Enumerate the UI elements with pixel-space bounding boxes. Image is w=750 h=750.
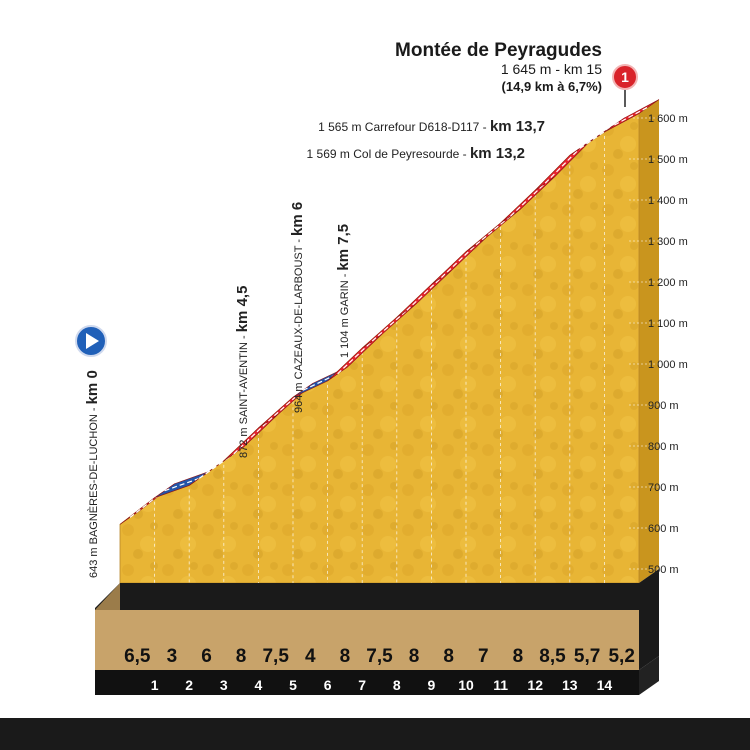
base-gradient-strip [95,610,639,670]
grid-layer [154,117,659,583]
y-tick-label: 1 100 m [648,318,688,330]
waypoint-label: 872 m SAINT-AVENTIN - km 4,5 [234,286,251,458]
gradient-label: 6 [201,646,212,667]
gradient-label: 8 [443,646,454,667]
y-tick-label: 1 500 m [648,154,688,166]
start-icon [75,325,107,357]
y-tick-label: 600 m [648,523,679,535]
waypoint-labels: 643 m BAGNÈRES-DE-LUCHON - km 0 872 m SAI… [84,118,545,578]
base-km-strip [95,670,639,695]
gradient-label: 7,5 [262,646,289,667]
slope-centerline [544,147,581,184]
chart-title: Montée de Peyragudes [395,40,602,61]
gradient-label: 6,5 [124,646,151,667]
waypoint-km: km 0 [84,370,101,404]
waypoint-km: km 4,5 [234,286,251,333]
x-tick-label: 7 [358,677,366,693]
bottom-border [0,718,750,750]
x-tick-label: 12 [527,677,543,693]
x-tick-label: 4 [255,677,263,693]
y-tick-label: 1 400 m [648,195,688,207]
base-corner [95,583,120,610]
x-tick-label: 14 [597,677,613,693]
slope-centerline [302,373,338,391]
slope-band-layer [119,99,660,525]
gradient-label: 8,5 [539,646,566,667]
gradient-label: 8 [513,646,524,667]
waypoint-km: km 13,2 [470,145,525,162]
x-tick-label: 3 [220,677,228,693]
gradient-label: 3 [167,646,178,667]
waypoint-label: 1 104 m GARIN - km 7,5 [335,224,352,358]
y-tick-label: 900 m [648,400,679,412]
x-tick-label: 1 [151,677,159,693]
title-block: Montée de Peyragudes 1 645 m - km 15 (14… [395,40,602,94]
y-tick-label: 1 300 m [648,236,688,248]
waypoint-name: 964 m CAZEAUX-DE-LARBOUST - km 6 [289,202,306,413]
y-tick-label: 500 m [648,564,679,576]
gradient-label: 7,5 [366,646,393,667]
waypoint-km: km 7,5 [335,224,352,271]
y-tick-label: 800 m [648,441,679,453]
slope-centerline [164,477,200,492]
waypoint-label: 1 565 m Carrefour D618-D117 - km 13,7 [318,118,545,135]
gradient-label: 7 [478,646,489,667]
finish-icon: 1 [612,64,638,107]
y-tick-label: 1 600 m [648,113,688,125]
gradient-label: 4 [305,646,316,667]
gradient-label: 5,2 [608,646,634,667]
gradient-label: 8 [409,646,420,667]
waypoint-name: 1 565 m Carrefour D618-D117 - [318,120,490,134]
x-tick-label: 13 [562,677,578,693]
x-tick-label: 5 [289,677,297,693]
y-tick-label: 700 m [648,482,679,494]
x-axis: 1 2 3 4 5 6 7 8 9 10 11 12 13 14 [151,677,613,693]
waypoint-name: 1 569 m Col de Peyresourde - [307,147,470,161]
x-tick-label: 9 [428,677,436,693]
gradient-label: 8 [236,646,247,667]
x-tick-label: 8 [393,677,401,693]
x-tick-label: 2 [185,677,193,693]
waypoint-label: 964 m CAZEAUX-DE-LARBOUST - km 6 [289,202,306,413]
waypoint-name: 1 104 m GARIN - km 7,5 [335,224,352,358]
x-tick-label: 6 [324,677,332,693]
base-layer [95,569,659,695]
waypoint-name: 872 m SAINT-AVENTIN - km 4,5 [234,286,251,458]
waypoint-km: km 6 [289,202,306,236]
y-tick-label: 1 000 m [648,359,688,371]
y-tick-label: 1 200 m [648,277,688,289]
gradient-labels: 6,5 3 6 8 7,5 4 8 7,5 8 8 7 8 8,5 5,7 5,2 [124,646,635,667]
chart-subtitle-stats: (14,9 km à 6,7%) [502,79,602,94]
waypoint-label: 643 m BAGNÈRES-DE-LUCHON - km 0 [84,370,101,578]
waypoint-km: km 13,7 [490,118,545,135]
terrain-area [119,112,640,584]
terrain-side-face [639,99,659,584]
terrain-layer [119,99,659,584]
waypoint-label: 1 569 m Col de Peyresourde - km 13,2 [307,145,525,162]
finish-marker-label: 1 [621,69,629,85]
base-side [639,656,659,695]
gradient-label: 8 [340,646,351,667]
x-tick-label: 11 [493,677,508,693]
y-axis: 500 m 600 m 700 m 800 m 900 m 1 000 m 1 100 m 1… [648,113,688,576]
chart-subtitle-elevation: 1 645 m - km 15 [501,61,602,77]
waypoint-name: 643 m BAGNÈRES-DE-LUCHON - km 0 [84,370,101,578]
gradient-label: 5,7 [574,646,600,667]
x-tick-label: 10 [458,677,474,693]
slope-centerline [614,106,650,126]
